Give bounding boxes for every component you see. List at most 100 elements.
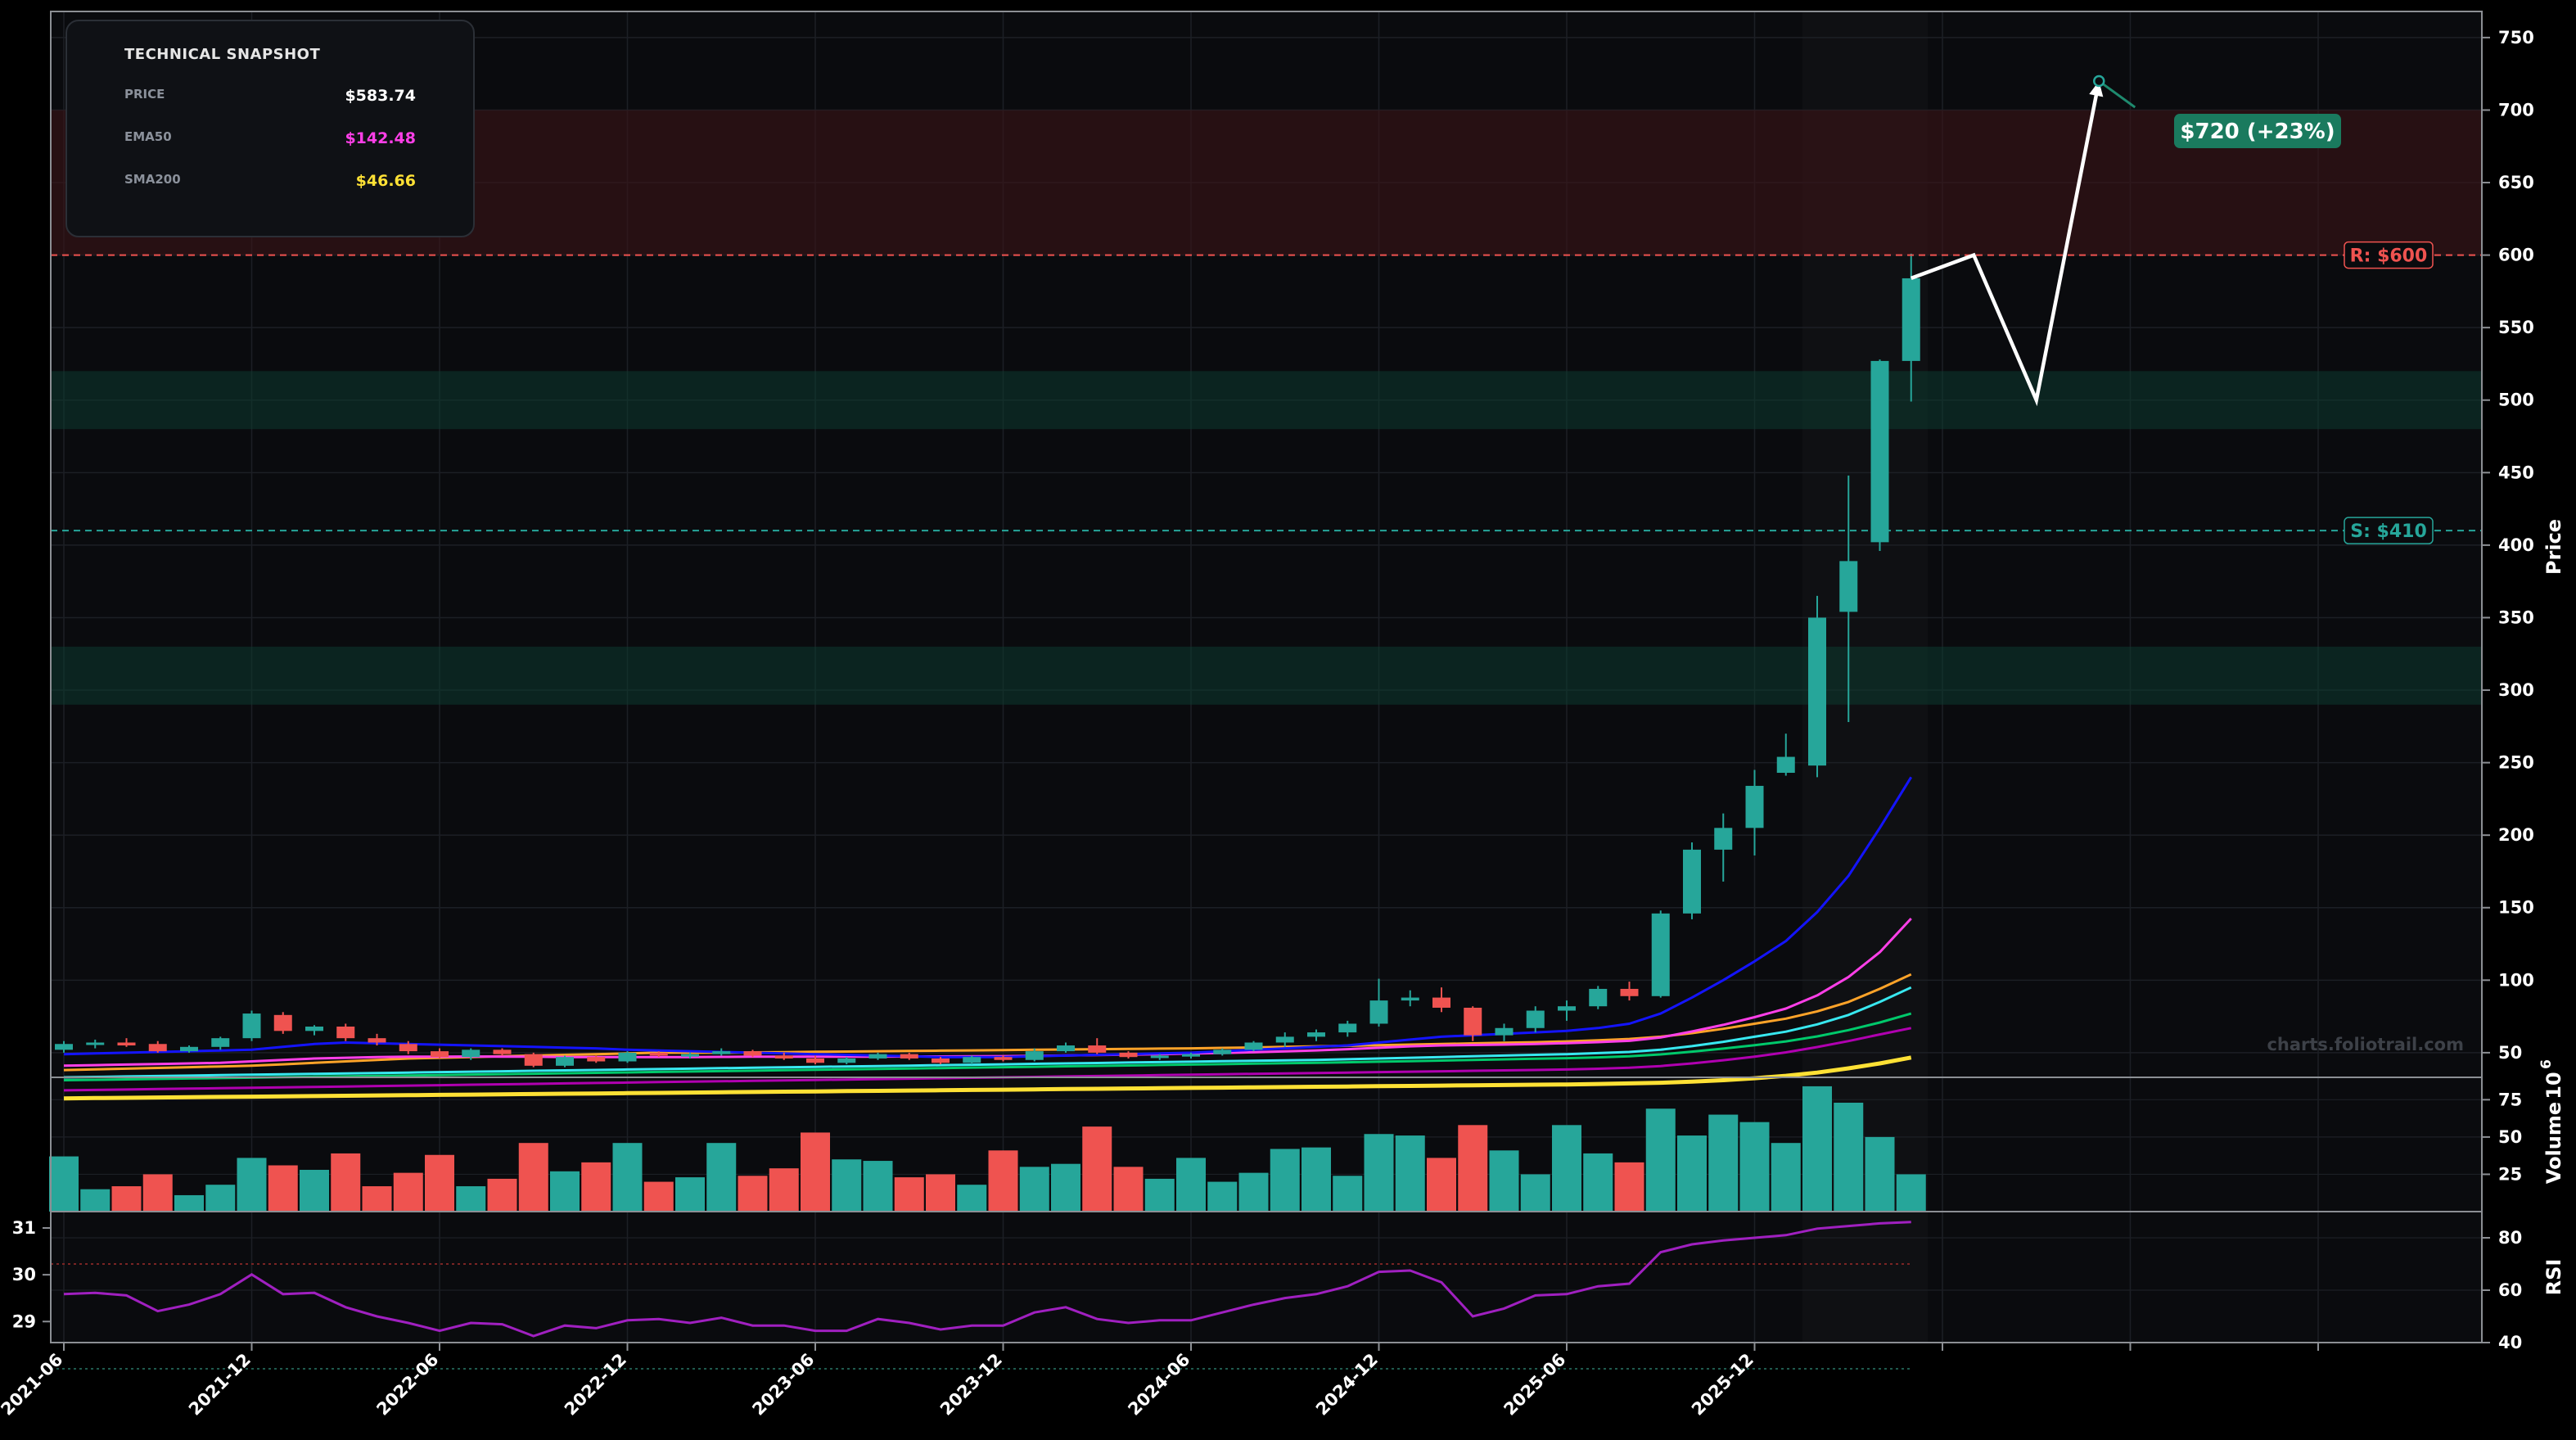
volume-bar [1427, 1158, 1456, 1212]
price-tick-label: 700 [2498, 100, 2534, 120]
target-label: $720 (+23%) [2180, 120, 2335, 144]
price-axis-title: Price [2542, 519, 2565, 575]
candlesticks [55, 253, 1920, 1068]
volume-bar [894, 1177, 924, 1212]
volume-bar [205, 1185, 236, 1212]
volume-bar [1834, 1102, 1864, 1212]
volume-bar [957, 1185, 987, 1212]
volume-bar [300, 1169, 329, 1212]
candle-body [994, 1057, 1013, 1060]
candle-body [1808, 617, 1826, 766]
candle-body [806, 1058, 824, 1063]
candle-body [1150, 1055, 1169, 1059]
volume-bar [80, 1189, 111, 1212]
volume-bar [1802, 1086, 1832, 1212]
price-tick-label: 550 [2498, 318, 2534, 337]
price-tick-label: 750 [2498, 28, 2534, 47]
volume-bar [456, 1186, 486, 1212]
candle-body [1526, 1010, 1545, 1028]
volume-bar [268, 1165, 298, 1212]
candle-body [1088, 1045, 1107, 1053]
x-tick-label: 2021-12 [185, 1350, 255, 1420]
price-tick-label: 600 [2498, 246, 2534, 265]
secondary-tick-label: 30 [12, 1265, 36, 1284]
candle-body [1244, 1042, 1263, 1050]
candle-body [1745, 785, 1764, 828]
volume-bar [1113, 1167, 1144, 1212]
volume-axis-title: 10 [2542, 1072, 2565, 1099]
volume-bar [832, 1159, 862, 1212]
rsi-axis-title: RSI [2542, 1259, 2565, 1296]
price-tick-label: 250 [2498, 753, 2534, 773]
volume-bar [1364, 1134, 1394, 1212]
price-tick-label: 300 [2498, 680, 2534, 700]
candle-body [1589, 988, 1608, 1007]
volume-bar [1051, 1163, 1080, 1212]
candle-body [180, 1046, 198, 1052]
candle-body [1558, 1006, 1576, 1011]
volume-bar [581, 1162, 611, 1212]
volume-bar [237, 1158, 267, 1212]
rsi-line [63, 1221, 1911, 1338]
support-label: S: $410 [2350, 521, 2427, 542]
candle-body [336, 1027, 355, 1039]
volume-bar [863, 1161, 893, 1212]
x-tick-label: 2022-06 [372, 1350, 442, 1420]
price-tick-label: 100 [2498, 970, 2534, 990]
candle-body [117, 1042, 136, 1046]
rsi-line [51, 1221, 1911, 1370]
candle-body [148, 1044, 167, 1052]
x-tick-label: 2021-06 [0, 1350, 67, 1420]
volume-bar [425, 1154, 454, 1212]
secondary-tick-label: 31 [12, 1218, 36, 1238]
volume-bar [801, 1132, 830, 1212]
volume-bar [769, 1168, 799, 1212]
x-tick-label: 2025-12 [1688, 1350, 1757, 1420]
candle-body [1651, 913, 1670, 996]
price-tick-label: 200 [2498, 825, 2534, 845]
candle-body [86, 1042, 105, 1045]
axes [43, 11, 2490, 1351]
x-tick-label: 2025-06 [1500, 1350, 1569, 1420]
candle-body [1213, 1050, 1232, 1054]
support-resistance-levels: R: $600 S: $410 [51, 241, 2482, 544]
candle-body [462, 1050, 480, 1058]
volume-bar [331, 1153, 361, 1212]
snapshot-value: $583.74 [345, 87, 416, 105]
volume-bar [1583, 1153, 1613, 1212]
volume-bar [1739, 1122, 1770, 1212]
volume-bar [706, 1143, 737, 1212]
volume-bar [643, 1181, 674, 1212]
snapshot-row-ema50: EMA50 $142.48 [124, 129, 416, 149]
volume-bar [518, 1143, 548, 1212]
candle-body [1776, 756, 1795, 773]
volume-bar [1865, 1136, 1895, 1212]
price-zones [51, 110, 2482, 705]
candle-body [1338, 1023, 1357, 1033]
candle-body [1839, 561, 1858, 612]
volume-bars [49, 1086, 1926, 1212]
x-tick-label: 2023-06 [748, 1350, 818, 1420]
target-marker [2093, 74, 2105, 88]
x-tick-label: 2022-12 [561, 1350, 630, 1420]
candle-body [587, 1057, 606, 1062]
candle-body [493, 1050, 512, 1054]
volume-bar [1645, 1108, 1676, 1212]
volume-bar [1708, 1114, 1739, 1212]
price-tick-label: 500 [2498, 390, 2534, 410]
candle-body [774, 1055, 793, 1059]
candle-body [524, 1054, 543, 1066]
snapshot-label: PRICE [124, 87, 165, 102]
sma200-line [63, 1055, 1912, 1101]
volume-bar [675, 1177, 705, 1212]
candle-body [1902, 278, 1920, 361]
snapshot-label: EMA50 [124, 129, 172, 144]
rsi-tick-label: 40 [2498, 1333, 2522, 1352]
candle-body [681, 1054, 699, 1057]
candle-body [1025, 1051, 1044, 1060]
projection-line [1910, 80, 2101, 407]
resistance-label-box [2344, 241, 2434, 269]
volume-bar [1207, 1181, 1238, 1212]
candle-body [211, 1038, 230, 1047]
price-tick-label: 150 [2498, 898, 2534, 918]
